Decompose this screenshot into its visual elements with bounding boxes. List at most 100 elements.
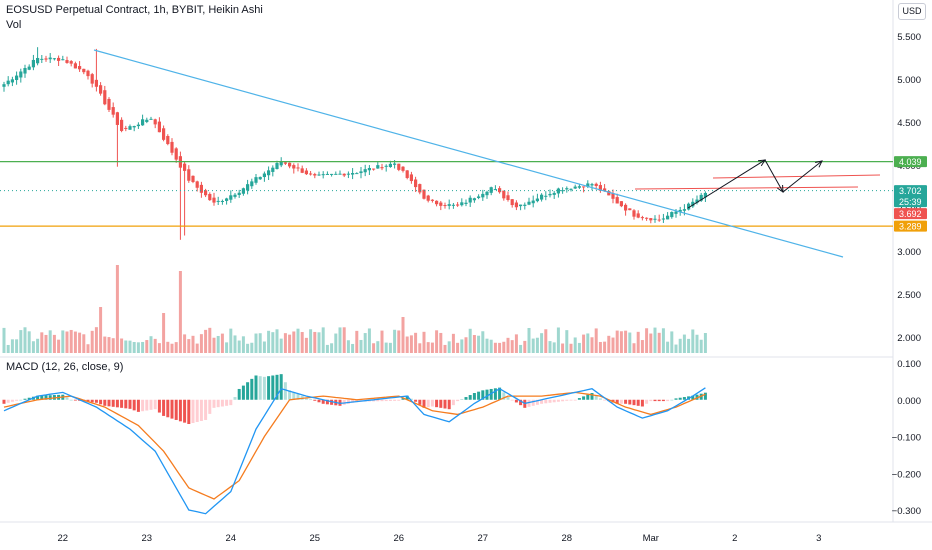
- macd-histogram-bar: [447, 399, 451, 410]
- volume-bar: [649, 333, 653, 353]
- macd-histogram-bar: [166, 399, 170, 418]
- macd-histogram-bar: [565, 399, 569, 401]
- volume-bar: [52, 334, 56, 353]
- time-tick-label: 28: [562, 533, 573, 544]
- volume-bar: [162, 313, 166, 353]
- macd-tick-label: 0.100: [897, 359, 921, 370]
- volume-bar: [195, 343, 199, 353]
- candle-body: [258, 176, 262, 180]
- candle-body: [384, 165, 388, 167]
- macd-histogram-bar: [561, 399, 565, 402]
- volume-bar: [514, 334, 518, 353]
- candle-body: [145, 119, 149, 122]
- candle-body: [69, 61, 73, 64]
- candle-body: [103, 90, 107, 105]
- macd-histogram-bar: [628, 399, 632, 405]
- macd-histogram-bar: [552, 399, 556, 403]
- volume-bar: [430, 342, 434, 353]
- candle-body: [48, 57, 52, 60]
- macd-histogram-bar: [384, 399, 388, 402]
- time-tick-label: 24: [226, 533, 237, 544]
- candle-body: [498, 188, 502, 193]
- candle-body: [174, 148, 178, 160]
- candle-body: [359, 171, 363, 174]
- macd-histogram-bar: [325, 399, 329, 405]
- volume-bar: [94, 327, 98, 353]
- candle-body: [527, 201, 531, 205]
- candle-body: [44, 58, 48, 60]
- volume-bar: [115, 265, 119, 353]
- volume-bar: [531, 338, 535, 353]
- macd-histogram-bar: [577, 398, 581, 400]
- candle-body: [632, 210, 636, 217]
- candle-body: [548, 193, 552, 196]
- macd-histogram-bar: [485, 389, 489, 400]
- candle-body: [640, 217, 644, 219]
- candle-body: [124, 127, 128, 129]
- candle-body: [246, 184, 250, 191]
- candle-body: [250, 181, 254, 187]
- candle-body: [149, 118, 153, 120]
- currency-button[interactable]: USD: [898, 3, 926, 20]
- volume-bar: [2, 327, 6, 353]
- volume-bar: [636, 331, 640, 353]
- macd-histogram-bar: [632, 399, 636, 406]
- macd-histogram-bar: [426, 399, 430, 408]
- macd-histogram-bar: [598, 398, 602, 400]
- volume-bar: [619, 331, 623, 353]
- volume-bar: [225, 342, 229, 353]
- candle-body: [195, 181, 199, 188]
- macd-histogram-bar: [27, 397, 31, 400]
- macd-histogram-bar: [36, 395, 40, 400]
- candle-body: [115, 112, 119, 125]
- candle-body: [485, 191, 489, 196]
- volume-bar: [477, 335, 481, 353]
- volume-bar: [594, 328, 598, 353]
- candle-body: [699, 194, 703, 201]
- volume-bar: [359, 339, 363, 353]
- macd-axis[interactable]: 0.100 0.000 −0.100 −0.200 −0.300: [892, 359, 921, 517]
- volume-bar: [304, 337, 308, 353]
- volume-bar: [355, 330, 359, 353]
- candle-body: [405, 170, 409, 178]
- volume-bar: [556, 327, 560, 353]
- macd-histogram-bar: [86, 399, 90, 402]
- candle-body: [346, 173, 350, 175]
- macd-histogram-bar: [409, 398, 413, 400]
- candle-body: [2, 84, 6, 87]
- candle-body: [418, 184, 422, 193]
- volume-bar: [65, 331, 69, 353]
- candle-body: [220, 200, 224, 202]
- candle-body: [141, 119, 145, 126]
- volume-bars: [2, 265, 707, 353]
- macd-histogram-bar: [510, 399, 514, 401]
- candle-body: [615, 197, 619, 204]
- macd-histogram-bar: [498, 387, 502, 400]
- macd-histogram-bar: [443, 399, 447, 409]
- volume-bar: [640, 340, 644, 353]
- candle-body: [191, 175, 195, 182]
- candle-body: [535, 198, 539, 202]
- macd-histogram-bar: [682, 397, 686, 400]
- volume-bar: [199, 334, 203, 353]
- volume-bar: [666, 341, 670, 353]
- candle-body: [447, 204, 451, 206]
- macd-histogram-bar: [6, 399, 10, 403]
- macd-histogram-bar: [502, 392, 506, 400]
- volume-bar: [27, 331, 31, 353]
- volume-bar: [363, 333, 367, 353]
- volume-bar: [338, 327, 342, 353]
- volume-bar: [682, 334, 686, 353]
- candle-body: [262, 173, 266, 178]
- candle-body: [334, 173, 338, 175]
- candle-body: [136, 124, 140, 127]
- volume-bar: [607, 335, 611, 353]
- volume-bar: [435, 330, 439, 353]
- time-tick-label: 22: [58, 533, 69, 544]
- time-axis[interactable]: 22 23 24 25 26 27 28 Mar 2 3: [58, 533, 822, 544]
- volume-bar: [321, 327, 325, 353]
- volume-bar: [23, 327, 27, 353]
- volume-bar: [128, 340, 132, 353]
